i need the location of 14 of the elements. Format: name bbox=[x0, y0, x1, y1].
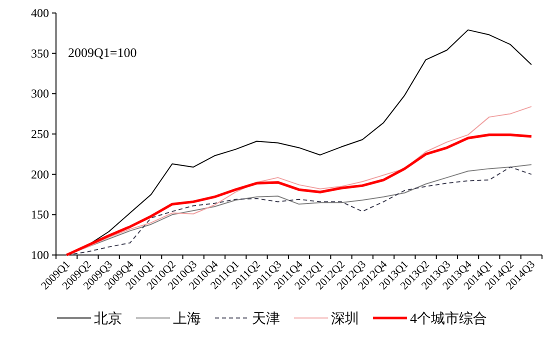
y-tick-label: 250 bbox=[31, 127, 49, 141]
legend-label: 上海 bbox=[173, 311, 201, 327]
legend-label: 天津 bbox=[252, 311, 280, 327]
legend-label: 北京 bbox=[94, 311, 122, 327]
legend-label: 深圳 bbox=[331, 311, 359, 327]
line-series bbox=[65, 134, 533, 256]
y-tick-label: 400 bbox=[31, 6, 49, 20]
y-tick-label: 100 bbox=[31, 248, 49, 262]
y-tick-label: 300 bbox=[31, 86, 49, 101]
annotation: 2009Q1=100 bbox=[68, 45, 137, 60]
y-tick-label: 350 bbox=[31, 46, 49, 60]
y-tick-label: 150 bbox=[31, 208, 49, 222]
y-tick-label: 200 bbox=[31, 167, 49, 182]
legend-label: 4个城市综合 bbox=[410, 311, 487, 327]
